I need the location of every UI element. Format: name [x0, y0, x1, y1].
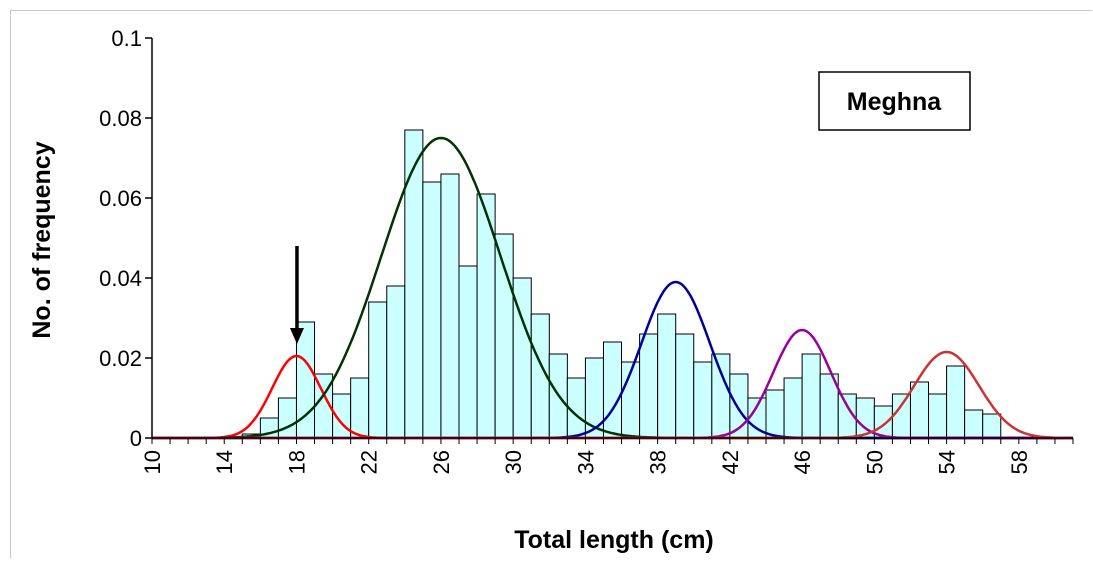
histogram-bar — [602, 341, 623, 439]
histogram-bar — [440, 173, 460, 439]
arrow-head — [289, 328, 304, 344]
histogram-bar — [458, 265, 478, 439]
x-tick-label: 46 — [790, 450, 815, 474]
histogram-bar — [368, 301, 388, 439]
histogram-bar — [277, 397, 297, 439]
y-tick-label: 0.06 — [99, 186, 142, 211]
histogram-bar — [404, 129, 424, 439]
y-tick-label: 0.08 — [99, 106, 142, 131]
histogram-bar — [693, 361, 713, 439]
arrow-layer — [289, 246, 304, 344]
y-tick-label: 0 — [130, 426, 142, 451]
histogram-bar — [765, 389, 785, 439]
histogram-bar — [891, 393, 911, 439]
x-tick-label: 50 — [862, 450, 887, 474]
y-tick-label: 0.02 — [99, 346, 142, 371]
histogram-bar — [909, 381, 930, 439]
legend-box: Meghna — [818, 71, 971, 131]
x-tick-label: 10 — [140, 450, 165, 474]
axes-layer: 0 0.02 0.04 0.06 0.08 0.1 10 14 18 22 26 30 34 38 42 46… — [99, 26, 1074, 474]
histogram-bar — [422, 181, 442, 439]
histogram-bar — [964, 409, 984, 439]
histogram-bar — [982, 413, 1002, 439]
x-tick-label: 58 — [1007, 450, 1032, 474]
x-axis-title: Total length (cm) — [514, 526, 714, 554]
histogram-bar — [350, 377, 370, 439]
x-tick-label: 54 — [935, 450, 960, 474]
histogram-bar — [386, 285, 406, 439]
histogram-bar — [946, 365, 966, 439]
histogram-bar — [639, 333, 659, 439]
x-tick-label: 38 — [646, 450, 671, 474]
x-tick-label: 42 — [718, 450, 743, 474]
histogram-bar — [801, 353, 821, 439]
x-tick-label: 18 — [285, 450, 310, 474]
chart-frame — [10, 10, 1092, 559]
y-axis-title: No. of frequency — [28, 141, 56, 338]
x-tick-label: 14 — [212, 450, 237, 474]
y-tick-label: 0.04 — [99, 266, 142, 291]
histogram-bar — [657, 313, 677, 439]
x-tick-label: 34 — [573, 450, 598, 474]
histogram-bar — [928, 393, 948, 439]
histogram-bar — [783, 377, 803, 439]
x-tick-label: 26 — [429, 450, 454, 474]
histogram-bar — [711, 353, 731, 439]
x-tick-label: 22 — [357, 450, 382, 474]
bars-layer — [241, 129, 1002, 439]
histogram-bar — [675, 333, 695, 439]
legend-label: Meghna — [847, 88, 943, 116]
y-tick-label: 0.1 — [111, 26, 142, 51]
x-tick-label: 30 — [501, 450, 526, 474]
